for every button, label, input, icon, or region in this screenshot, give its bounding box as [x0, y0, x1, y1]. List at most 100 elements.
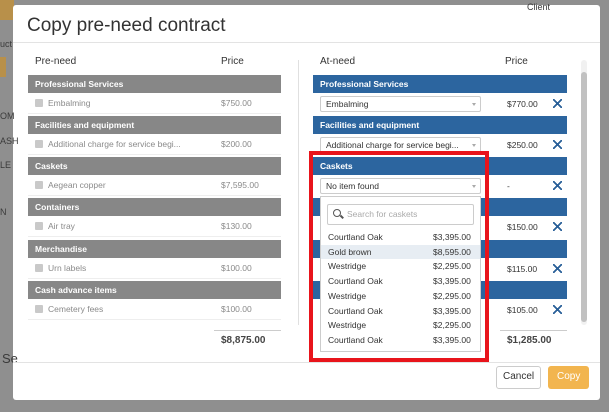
- remove-icon[interactable]: [553, 99, 562, 108]
- row-line: [28, 278, 281, 279]
- remove-icon[interactable]: [553, 181, 562, 190]
- select[interactable]: [320, 96, 481, 112]
- option-price: $3,395.00: [433, 232, 471, 242]
- column-header: At-need: [320, 56, 356, 67]
- section-bar: [28, 116, 281, 134]
- checkbox: [35, 305, 43, 313]
- option-row[interactable]: [321, 303, 480, 319]
- option-name: Courtland Oak: [328, 232, 383, 242]
- item-price: $7,595.00: [221, 180, 259, 190]
- option-price: $2,295.00: [433, 320, 471, 331]
- section-bar: [28, 281, 281, 299]
- item-price: $750.00: [221, 98, 252, 108]
- price: $770.00: [507, 99, 538, 109]
- option-name: Westridge: [328, 290, 367, 301]
- price: -: [507, 181, 510, 191]
- background-text: LE: [0, 160, 12, 170]
- section-bar: [28, 198, 281, 216]
- checkbox: [35, 264, 43, 272]
- section-bar: [313, 157, 567, 175]
- remove-icon[interactable]: [553, 305, 562, 314]
- select-value: Embalming: [326, 99, 369, 109]
- option-price: $3,395.00: [433, 305, 471, 316]
- background-text: Client: [527, 2, 551, 12]
- price: $250.00: [507, 140, 538, 150]
- item-name: Urn labels: [48, 263, 87, 273]
- item-name: Embalming: [48, 98, 91, 108]
- column-header: Price: [221, 56, 244, 67]
- column-divider: [298, 60, 299, 325]
- option-price: $2,295.00: [433, 290, 471, 301]
- select-value: No item found: [326, 181, 379, 191]
- cancel-button[interactable]: [496, 366, 541, 389]
- checkbox: [35, 222, 43, 230]
- row-line: [28, 113, 281, 114]
- item-name: Aegean copper: [48, 180, 106, 190]
- remove-icon[interactable]: [553, 222, 562, 231]
- item-price: $130.00: [221, 221, 252, 231]
- section-title: Facilities and equipment: [35, 120, 135, 130]
- background-text: N: [0, 207, 7, 217]
- section-title: Professional Services: [320, 79, 409, 89]
- option-name: Westridge: [328, 261, 367, 272]
- checkbox: [35, 99, 43, 107]
- total-line: [500, 330, 567, 331]
- total-line: [214, 330, 281, 331]
- column-header: Price: [505, 56, 528, 67]
- remove-icon[interactable]: [553, 264, 562, 273]
- select[interactable]: [320, 178, 481, 194]
- cancel-label: Cancel: [503, 371, 535, 382]
- row-line: [28, 319, 281, 320]
- row-line: [28, 154, 281, 155]
- option-row[interactable]: [321, 274, 480, 289]
- background-text: ASH: [0, 136, 19, 146]
- item-price: $200.00: [221, 139, 252, 149]
- search-placeholder: Search for caskets: [347, 209, 418, 219]
- copy-button[interactable]: [548, 366, 589, 389]
- option-price: $2,295.00: [433, 261, 471, 272]
- section-title: Caskets: [320, 161, 353, 171]
- option-name: Courtland Oak: [328, 276, 383, 287]
- section-bar: [313, 116, 567, 134]
- option-row[interactable]: [321, 318, 480, 333]
- background-text: OM: [0, 111, 15, 121]
- footer-line: [13, 362, 600, 363]
- row-line: [28, 195, 281, 196]
- select-arrow: [472, 103, 476, 106]
- item-name: Cemetery fees: [48, 304, 104, 314]
- item-price: $100.00: [221, 263, 252, 273]
- option-row[interactable]: [321, 288, 480, 304]
- option-row[interactable]: [321, 244, 480, 260]
- scrollbar-thumb[interactable]: [581, 72, 587, 322]
- option-row[interactable]: [321, 259, 480, 275]
- bg-accent: [0, 57, 6, 77]
- copy-label: Copy: [557, 371, 581, 382]
- section-title: Cash advance items: [35, 285, 117, 295]
- section-title: Facilities and equipment: [320, 120, 420, 130]
- price: $115.00: [507, 264, 538, 274]
- modal-title: Copy pre-need contract: [27, 15, 226, 36]
- select-arrow: [472, 185, 476, 188]
- background-text: uct: [0, 39, 13, 49]
- background-text: Se: [2, 351, 18, 366]
- column-header: Pre-need: [35, 56, 77, 67]
- option-row[interactable]: [321, 332, 480, 348]
- search-icon: [333, 209, 341, 217]
- remove-icon[interactable]: [553, 140, 562, 149]
- option-row[interactable]: [321, 230, 480, 245]
- option-price: $8,595.00: [433, 246, 471, 257]
- item-price: $100.00: [221, 304, 252, 314]
- price: $105.00: [507, 305, 538, 315]
- option-name: Westridge: [328, 320, 367, 331]
- option-price: $3,395.00: [433, 334, 471, 345]
- option-name: Courtland Oak: [328, 334, 383, 345]
- search-box[interactable]: [327, 204, 474, 225]
- price: $150.00: [507, 222, 538, 232]
- section-title: Containers: [35, 202, 80, 212]
- bg-accent: [0, 0, 14, 20]
- highlight-box: [309, 151, 489, 362]
- section-title: Merchandise: [35, 244, 87, 254]
- section-title: Caskets: [35, 161, 68, 171]
- section-title: Professional Services: [35, 79, 124, 89]
